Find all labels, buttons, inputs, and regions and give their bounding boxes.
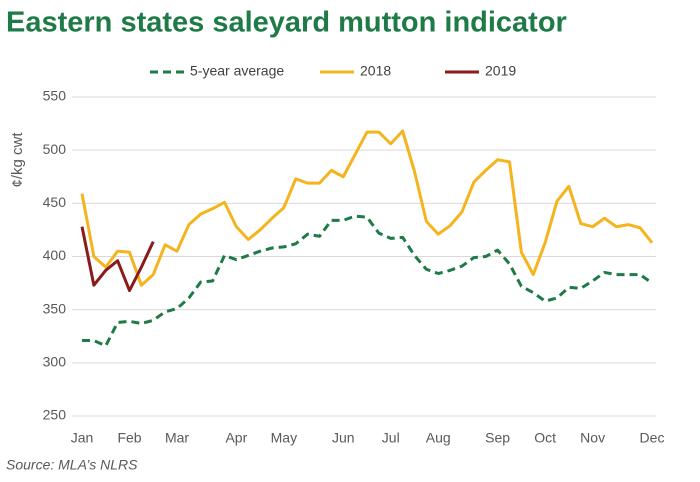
- x-tick-label: May: [271, 430, 297, 446]
- y-tick-label: 550: [43, 88, 67, 104]
- x-tick-label: Oct: [534, 430, 556, 446]
- x-tick-label: Aug: [426, 430, 451, 446]
- x-tick-label: Mar: [165, 430, 189, 446]
- y-tick-label: 250: [43, 407, 67, 423]
- x-tick-label: Feb: [117, 430, 141, 446]
- y-tick-label: 350: [43, 300, 67, 316]
- y-tick-label: 400: [43, 247, 67, 263]
- source: Source: MLA’s NLRS: [6, 457, 138, 473]
- y-tick-label: 300: [43, 354, 67, 370]
- series-line: [80, 226, 155, 293]
- x-tick-label: Apr: [225, 430, 247, 446]
- legend-label: 5-year average: [190, 63, 284, 79]
- y-tick-label: 450: [43, 194, 67, 210]
- x-tick-label: Jul: [382, 430, 400, 446]
- series-line: [82, 214, 653, 348]
- legend-label: 2018: [360, 63, 391, 79]
- legend-label: 2019: [485, 63, 516, 79]
- y-tick-label: 500: [43, 141, 67, 157]
- x-tick-label: Sep: [485, 430, 510, 446]
- series-line: [80, 129, 654, 287]
- y-axis-label: ¢/kg cwt: [9, 132, 26, 188]
- x-tick-label: Nov: [580, 430, 605, 446]
- x-tick-label: Jan: [71, 430, 94, 446]
- x-tick-label: Jun: [332, 430, 355, 446]
- chart-title: Eastern states saleyard mutton indicator: [6, 7, 567, 39]
- x-tick-label: Dec: [640, 430, 665, 446]
